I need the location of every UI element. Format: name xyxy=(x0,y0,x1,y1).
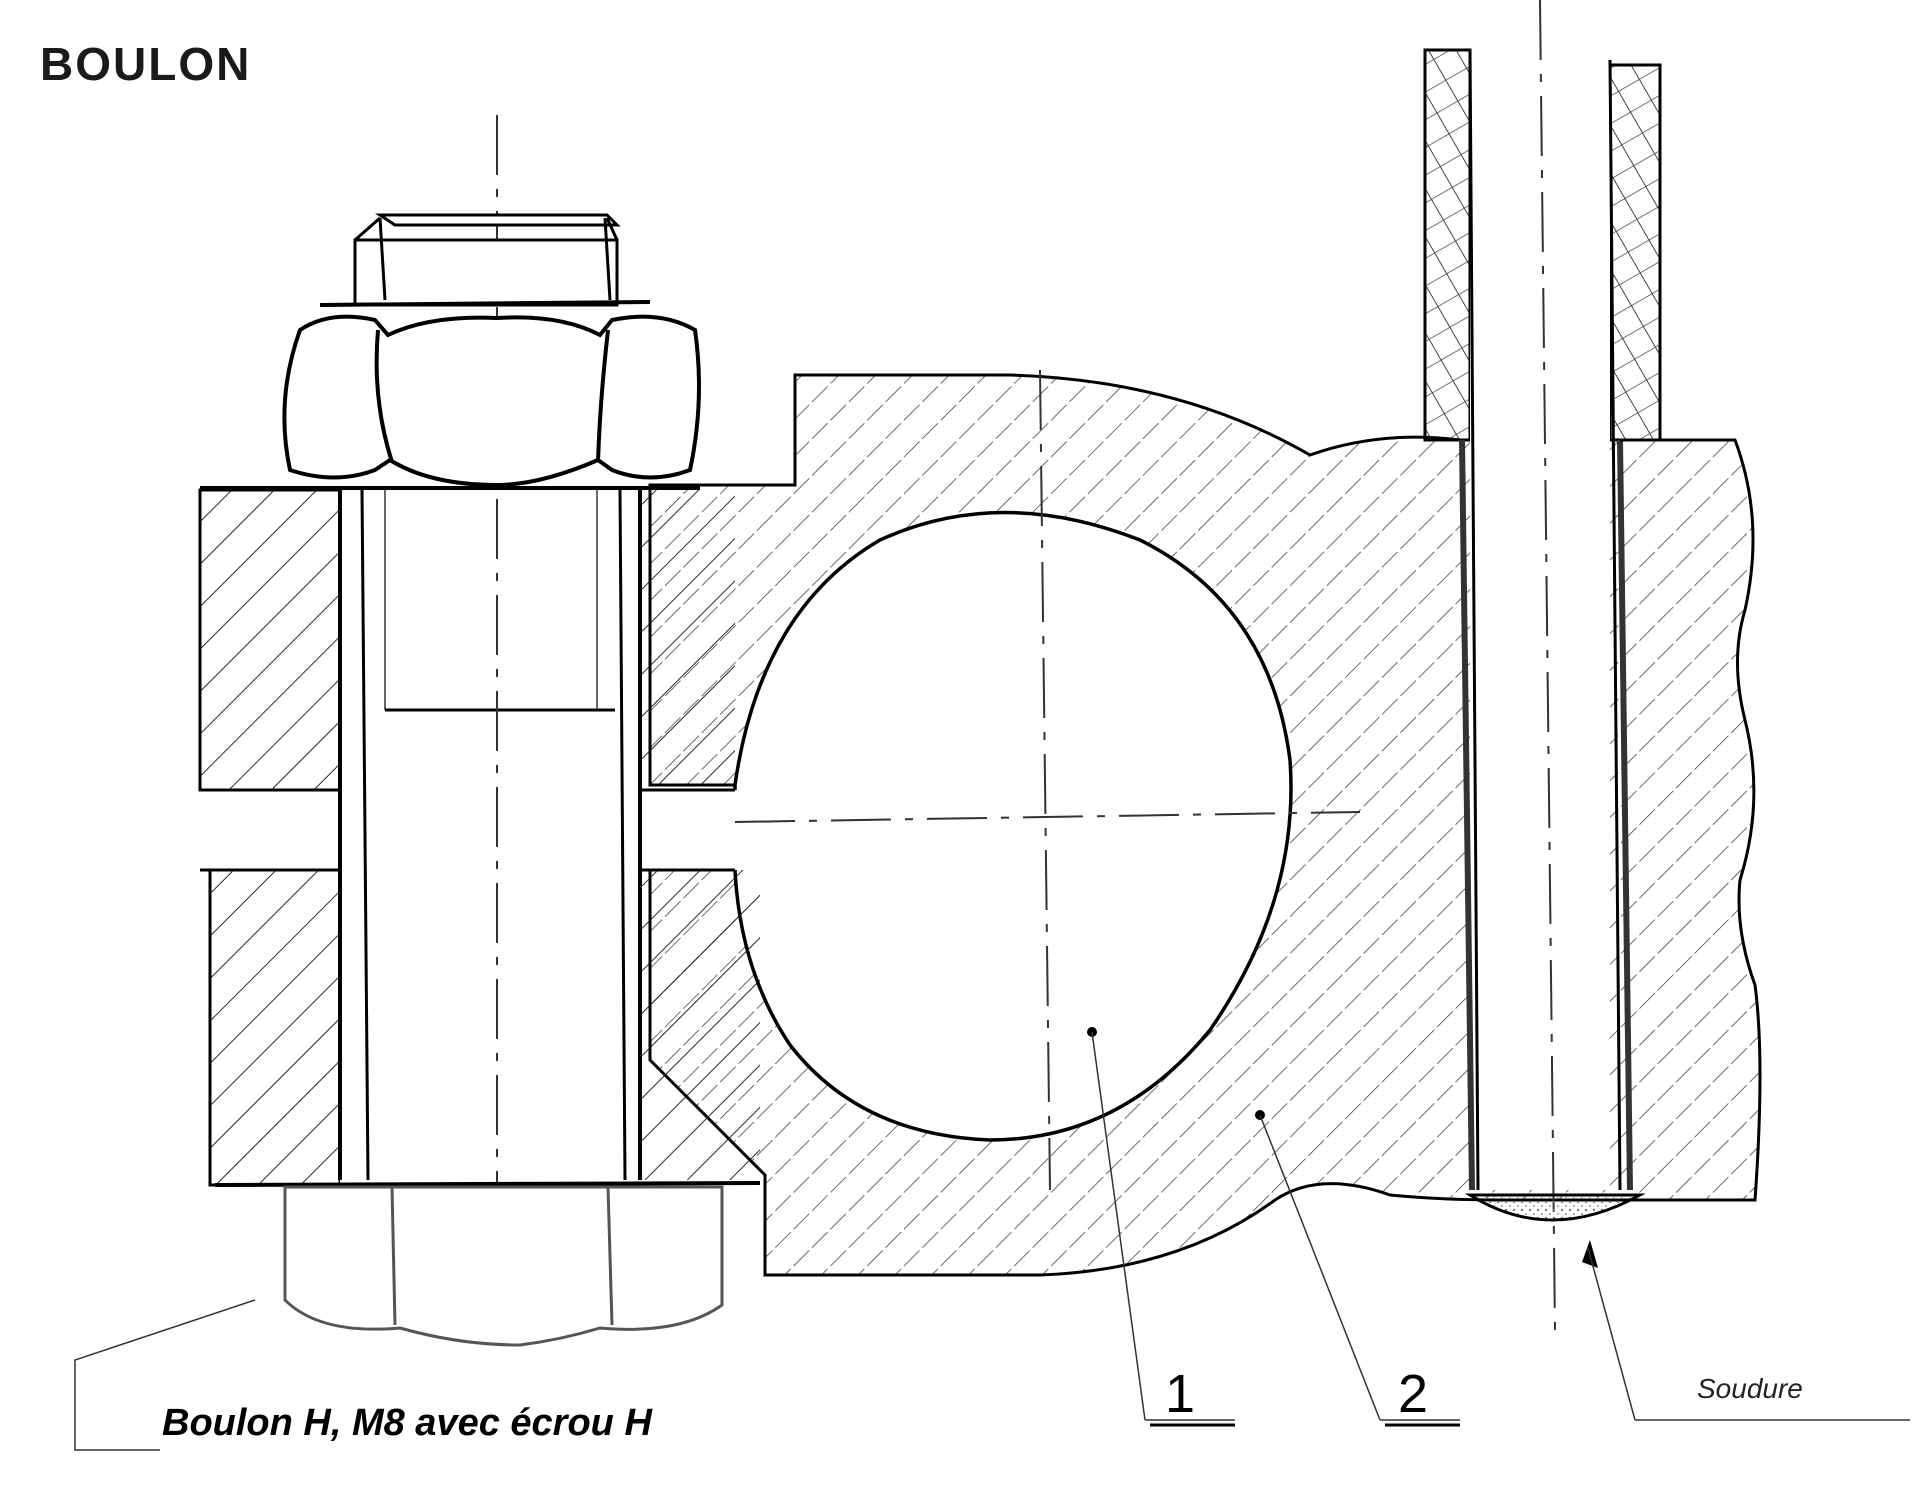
lower-jaw xyxy=(208,868,342,1187)
bolt-caption: Boulon H, M8 avec écrou H xyxy=(162,1402,653,1444)
bore-opening xyxy=(733,510,1293,1142)
upper-jaw-right xyxy=(640,490,735,785)
part-2-label: 2 xyxy=(1398,1364,1428,1424)
tube-bore xyxy=(1470,50,1610,1190)
lower-jaw-right xyxy=(640,870,760,1180)
drawing-title: BOULON xyxy=(40,38,251,90)
bolt-head xyxy=(214,1181,761,1347)
tube-wall-right xyxy=(1608,63,1662,442)
part-1-label: 1 xyxy=(1165,1364,1195,1424)
weld-label: Soudure xyxy=(1697,1373,1803,1404)
upper-jaw xyxy=(198,488,342,792)
weld-bead xyxy=(1464,1193,1646,1222)
bolt-shank xyxy=(340,485,640,1185)
tube-wall-left xyxy=(1423,48,1472,442)
hex-nut xyxy=(200,213,701,490)
